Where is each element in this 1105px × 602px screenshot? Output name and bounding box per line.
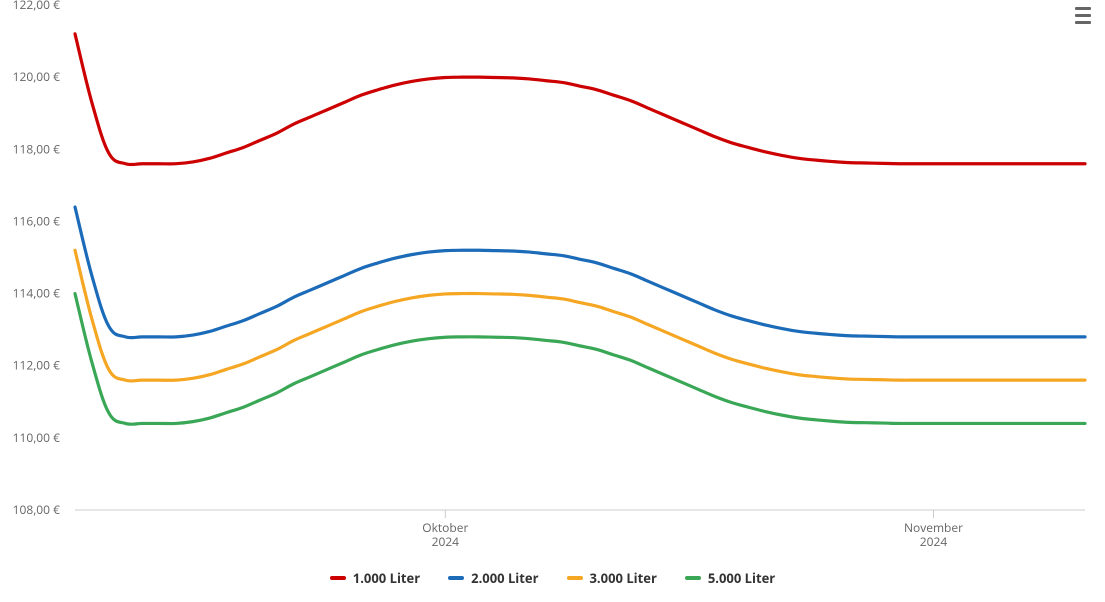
legend-label: 1.000 Liter: [353, 569, 420, 587]
legend-swatch: [448, 576, 464, 580]
chart-legend: 1.000 Liter 2.000 Liter 3.000 Liter 5.000 L…: [0, 569, 1105, 587]
svg-text:114,00 €: 114,00 €: [13, 285, 61, 302]
svg-text:2024: 2024: [432, 533, 460, 550]
legend-label: 3.000 Liter: [590, 569, 657, 587]
legend-label: 2.000 Liter: [471, 569, 538, 587]
price-chart: 108,00 € 110,00 € 112,00 € 114,00 € 116,00 €…: [0, 0, 1105, 602]
series-line: [75, 250, 1085, 381]
y-tick: 118,00 €: [13, 140, 61, 157]
svg-text:116,00 €: 116,00 €: [13, 212, 61, 229]
svg-text:122,00 €: 122,00 €: [13, 0, 61, 13]
svg-text:118,00 €: 118,00 €: [13, 140, 61, 157]
svg-text:112,00 €: 112,00 €: [13, 357, 61, 374]
svg-text:120,00 €: 120,00 €: [13, 68, 61, 85]
legend-swatch: [685, 576, 701, 580]
y-tick: 120,00 €: [13, 68, 61, 85]
legend-item[interactable]: 5.000 Liter: [685, 569, 775, 587]
legend-label: 5.000 Liter: [708, 569, 775, 587]
y-tick: 108,00 €: [13, 501, 61, 518]
y-tick: 114,00 €: [13, 285, 61, 302]
chart-canvas: 108,00 € 110,00 € 112,00 € 114,00 € 116,00 €…: [0, 0, 1105, 552]
y-tick: 110,00 €: [13, 429, 61, 446]
x-tick: Oktober2024: [422, 510, 468, 550]
series-line: [75, 294, 1085, 425]
chart-menu-button[interactable]: [1071, 4, 1095, 26]
series-line: [75, 207, 1085, 338]
svg-text:110,00 €: 110,00 €: [13, 429, 61, 446]
svg-text:2024: 2024: [920, 533, 948, 550]
y-tick: 112,00 €: [13, 357, 61, 374]
legend-item[interactable]: 2.000 Liter: [448, 569, 538, 587]
legend-item[interactable]: 3.000 Liter: [567, 569, 657, 587]
series-line: [75, 34, 1085, 165]
hamburger-icon: [1075, 7, 1091, 10]
x-tick: November2024: [904, 510, 963, 550]
legend-item[interactable]: 1.000 Liter: [330, 569, 420, 587]
legend-swatch: [567, 576, 583, 580]
y-tick: 122,00 €: [13, 0, 61, 13]
y-tick: 116,00 €: [13, 212, 61, 229]
legend-swatch: [330, 576, 346, 580]
svg-text:108,00 €: 108,00 €: [13, 501, 61, 518]
